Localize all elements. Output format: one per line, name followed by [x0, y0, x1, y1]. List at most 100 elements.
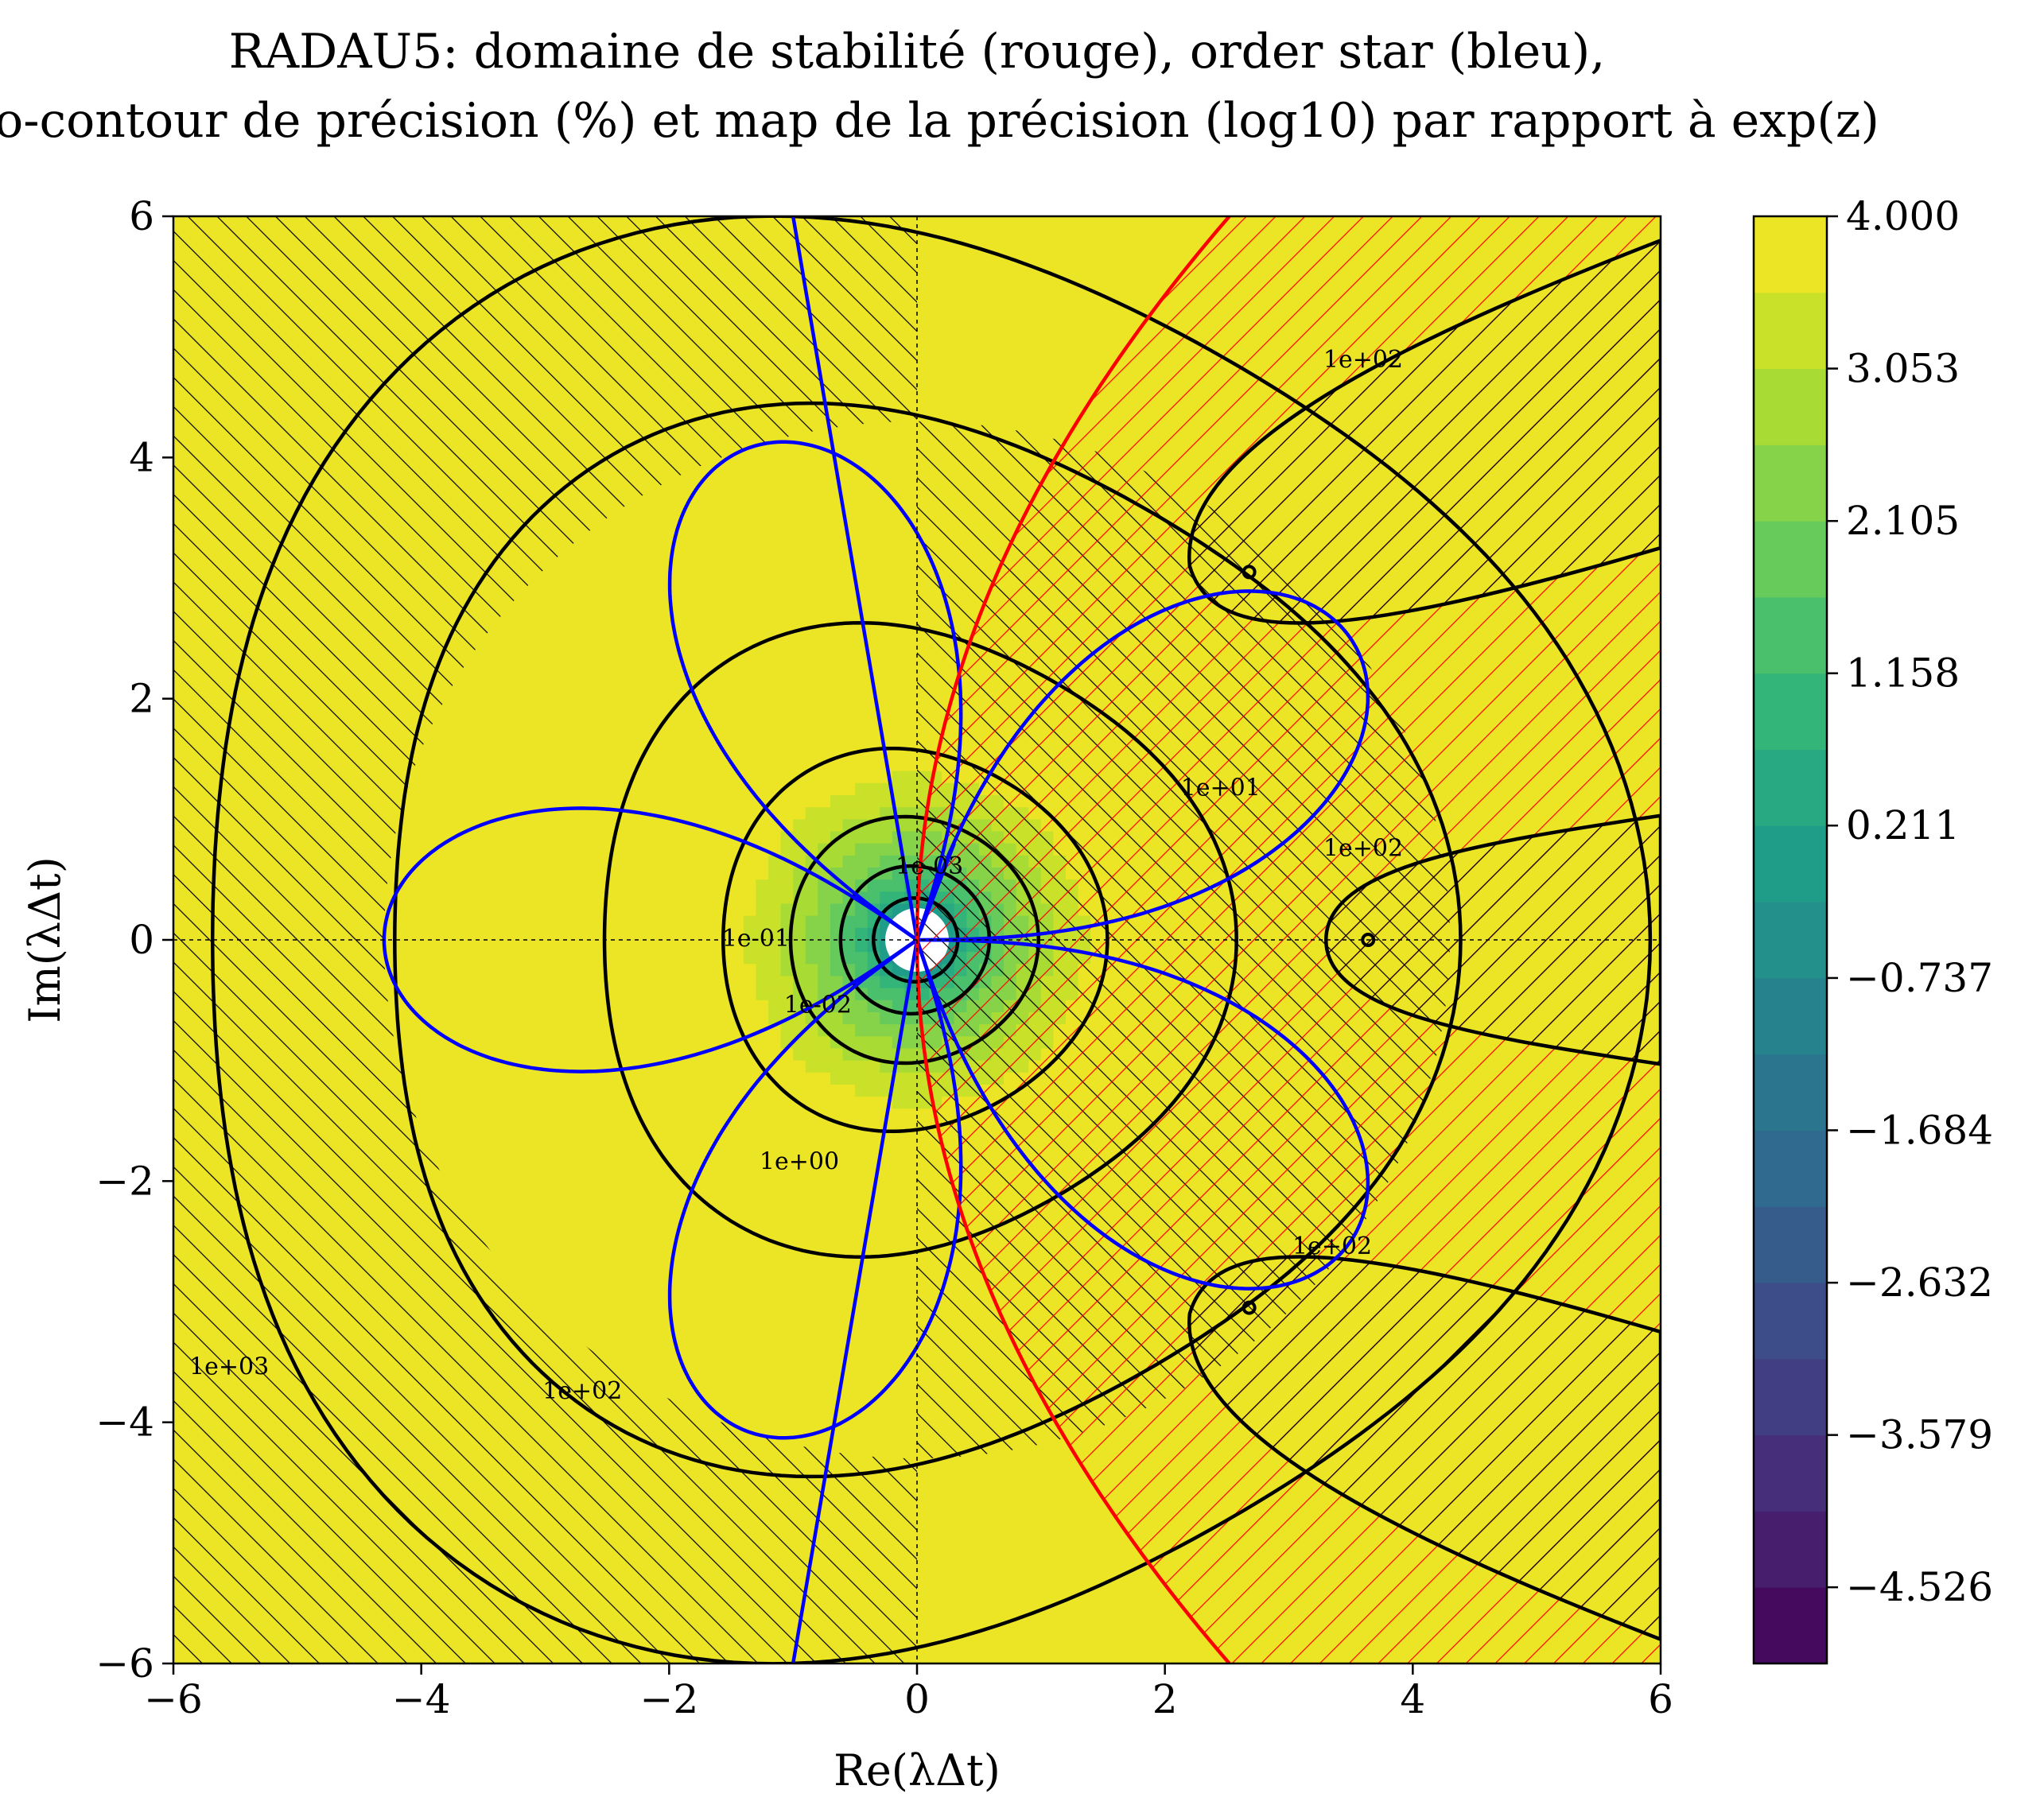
- heatmap-cell: [558, 565, 571, 579]
- heatmap-cell: [892, 602, 906, 615]
- heatmap-cell: [954, 301, 967, 313]
- heatmap-cell: [495, 710, 509, 724]
- heatmap-cell: [731, 469, 744, 483]
- heatmap-cell: [780, 674, 794, 688]
- heatmap-cell: [1004, 397, 1017, 410]
- heatmap-cell: [620, 710, 633, 724]
- heatmap-cell: [620, 650, 633, 663]
- heatmap-cell: [743, 542, 757, 555]
- heatmap-cell: [620, 590, 633, 603]
- heatmap-cell: [594, 626, 608, 639]
- heatmap-cell: [768, 590, 782, 603]
- heatmap-cell: [780, 710, 794, 724]
- heatmap-cell: [582, 602, 596, 615]
- heatmap-cell: [830, 565, 844, 579]
- heatmap-cell: [669, 493, 682, 507]
- heatmap-cell: [694, 530, 707, 543]
- heatmap-cell: [768, 710, 782, 724]
- heatmap-cell: [1078, 312, 1091, 326]
- heatmap-cell: [818, 674, 831, 688]
- heatmap-cell: [607, 530, 620, 543]
- heatmap-cell: [1127, 216, 1141, 229]
- heatmap-cell: [607, 638, 620, 651]
- heatmap-cell: [917, 252, 931, 266]
- heatmap-cell: [669, 578, 682, 591]
- heatmap-cell: [855, 445, 869, 458]
- heatmap-cell: [867, 565, 880, 579]
- heatmap-cell: [1028, 240, 1042, 254]
- heatmap-cell: [818, 710, 831, 724]
- heatmap-cell: [880, 518, 893, 530]
- heatmap-cell: [830, 650, 844, 663]
- heatmap-cell: [805, 698, 818, 712]
- heatmap-cell: [1053, 421, 1067, 434]
- heatmap-cell: [1066, 373, 1079, 386]
- heatmap-cell: [768, 553, 782, 567]
- heatmap-cell: [1115, 264, 1129, 278]
- heatmap-cell: [1040, 421, 1055, 434]
- heatmap-cell: [718, 614, 732, 627]
- heatmap-cell: [991, 397, 1005, 410]
- heatmap-cell: [780, 638, 794, 651]
- heatmap-cell: [954, 373, 967, 386]
- heatmap-cell: [1152, 276, 1166, 289]
- heatmap-cell: [731, 686, 744, 700]
- heatmap-cell: [1152, 240, 1166, 254]
- heatmap-cell: [694, 590, 707, 603]
- heatmap-cell: [495, 650, 509, 663]
- heatmap-cell: [681, 481, 695, 495]
- heatmap-cell: [483, 710, 496, 724]
- heatmap-cell: [743, 553, 757, 567]
- heatmap-cell: [1102, 252, 1116, 266]
- heatmap-cell: [582, 542, 596, 555]
- heatmap-cell: [620, 662, 633, 675]
- heatmap-cell: [1078, 385, 1091, 398]
- heatmap-cell: [1053, 240, 1067, 254]
- heatmap-cell: [582, 686, 596, 700]
- heatmap-cell: [607, 578, 620, 591]
- heatmap-cell: [756, 578, 769, 591]
- heatmap-cell: [631, 590, 645, 603]
- heatmap-cell: [569, 710, 583, 724]
- heatmap-cell: [743, 493, 757, 507]
- heatmap-cell: [954, 276, 967, 289]
- heatmap-cell: [1164, 216, 1178, 229]
- heatmap-cell: [694, 553, 707, 567]
- heatmap-cell: [582, 626, 596, 639]
- heatmap-cell: [582, 553, 596, 567]
- heatmap-cell: [805, 433, 818, 446]
- heatmap-cell: [892, 686, 906, 700]
- heatmap-cell: [545, 590, 558, 603]
- heatmap-cell: [1102, 228, 1116, 241]
- heatmap-cell: [458, 698, 472, 712]
- heatmap-cell: [607, 553, 620, 567]
- heatmap-cell: [756, 686, 769, 700]
- heatmap-cell: [718, 530, 732, 543]
- heatmap-cell: [656, 542, 670, 555]
- heatmap-cell: [830, 542, 844, 555]
- heatmap-cell: [1115, 289, 1129, 301]
- heatmap-cell: [1016, 348, 1029, 362]
- heatmap-cell: [631, 565, 645, 579]
- heatmap-cell: [966, 361, 980, 374]
- heatmap-cell: [805, 590, 818, 603]
- heatmap-cell: [532, 650, 546, 663]
- heatmap-cell: [656, 602, 670, 615]
- heatmap-cell: [731, 493, 744, 507]
- heatmap-cell: [731, 710, 744, 724]
- heatmap-cell: [756, 674, 769, 688]
- heatmap-cell: [706, 493, 720, 507]
- heatmap-cell: [706, 626, 720, 639]
- heatmap-cell: [793, 530, 806, 543]
- heatmap-cell: [483, 662, 496, 675]
- heatmap-cell: [1053, 228, 1067, 241]
- heatmap-cell: [818, 433, 831, 446]
- heatmap-cell: [1127, 276, 1141, 289]
- heatmap-cell: [1102, 276, 1116, 289]
- heatmap-cell: [904, 590, 918, 603]
- heatmap-cell: [520, 698, 534, 712]
- heatmap-cell: [917, 264, 931, 278]
- heatmap-cell: [867, 530, 880, 543]
- heatmap-cell: [1040, 301, 1055, 313]
- heatmap-cell: [842, 698, 856, 712]
